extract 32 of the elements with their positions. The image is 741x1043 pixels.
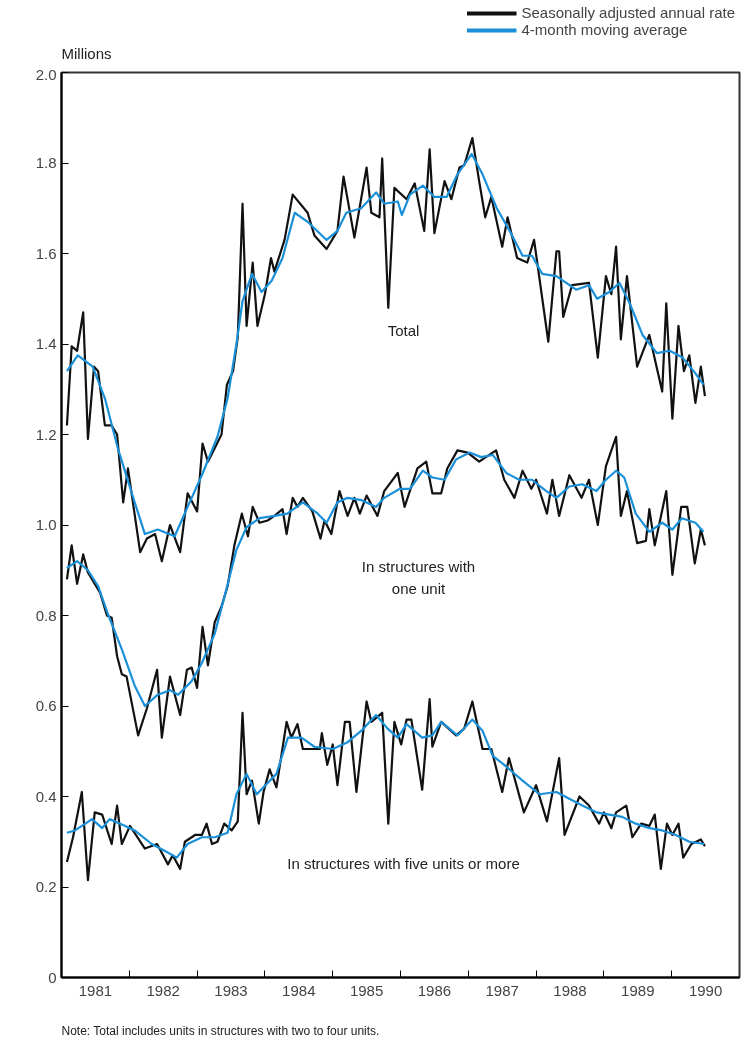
annotation: In structures with one unit (361, 557, 476, 598)
y-tick-label: 0.6 (35, 697, 57, 714)
x-tick-label: 1989 (621, 981, 655, 999)
y-tick-label: 0.2 (35, 878, 57, 895)
y-tick-label: 1.6 (35, 244, 57, 262)
x-tick-label: 1986 (417, 981, 452, 999)
x-tick-label: 1982 (146, 981, 180, 999)
y-tick-label: 0 (48, 968, 57, 986)
x-tick-label: 1987 (485, 981, 519, 999)
annotation: Total (387, 322, 420, 339)
x-tick-label: 1990 (688, 981, 723, 999)
x-tick-label: 1984 (282, 981, 316, 999)
line-series (65, 698, 707, 882)
y-tick-label: 0.4 (35, 787, 57, 805)
y-tick-label: 1.2 (35, 425, 57, 443)
y-tick-label: 1.4 (35, 335, 57, 352)
x-tick-label: 1981 (78, 981, 113, 999)
x-tick-label: 1988 (553, 981, 587, 999)
line-series (65, 451, 705, 708)
text: Note: Total includes units in structures with two to four units. (61, 1023, 380, 1038)
y-tick-label: 0.8 (35, 606, 57, 624)
y-tick-label: 1.0 (35, 516, 57, 533)
y-tick-label: 2.0 (35, 65, 57, 83)
legend-label: 4-month moving average (521, 21, 688, 38)
annotation: In structures with five units or more (287, 855, 520, 872)
line-series (65, 435, 707, 739)
x-tick-label: 1985 (349, 981, 384, 999)
line-series (65, 713, 706, 859)
y-tick-label: 1.8 (35, 154, 57, 171)
x-tick-label: 1983 (214, 981, 248, 999)
legend-label: Seasonally adjusted annual rate (521, 4, 735, 21)
y-axis-title: Millions (61, 44, 112, 62)
